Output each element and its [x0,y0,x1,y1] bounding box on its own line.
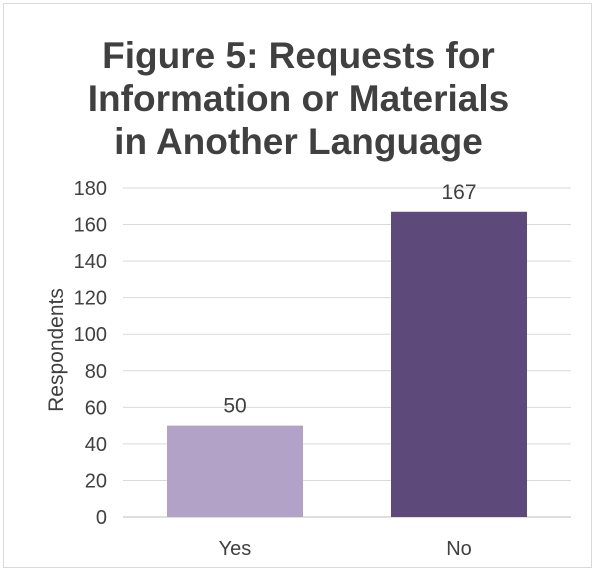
data-labels: 50 167 [223,181,476,418]
y-tick-label-60: 60 [85,397,107,419]
y-tick-label-80: 80 [85,361,107,383]
chart-title-line-1: Figure 5: Requests for [102,35,495,76]
y-axis-label: Respondents [45,288,68,412]
x-axis-ticks: Yes No [219,538,472,560]
y-tick-label-180: 180 [74,178,107,200]
y-tick-label-140: 140 [74,251,107,273]
y-tick-label-0: 0 [96,507,107,529]
x-tick-label-yes: Yes [219,538,252,560]
chart-title: Figure 5: Requests for Information or Ma… [4,34,593,163]
y-tick-label-160: 160 [74,215,107,237]
y-tick-label-40: 40 [85,434,107,456]
y-tick-label-120: 120 [74,288,107,310]
chart-title-line-3: in Another Language [114,121,483,162]
bar-no [391,211,527,517]
data-label-no: 167 [441,181,476,204]
data-label-yes: 50 [223,395,246,418]
chart-title-line-2: Information or Materials [87,78,510,119]
y-tick-label-20: 20 [85,470,107,492]
x-tick-label-no: No [446,538,472,560]
bar-yes [167,425,303,517]
bars [167,211,527,517]
y-axis-ticks: 0 20 40 60 80 100 120 140 160 180 [74,178,107,529]
y-tick-label-100: 100 [74,324,107,346]
